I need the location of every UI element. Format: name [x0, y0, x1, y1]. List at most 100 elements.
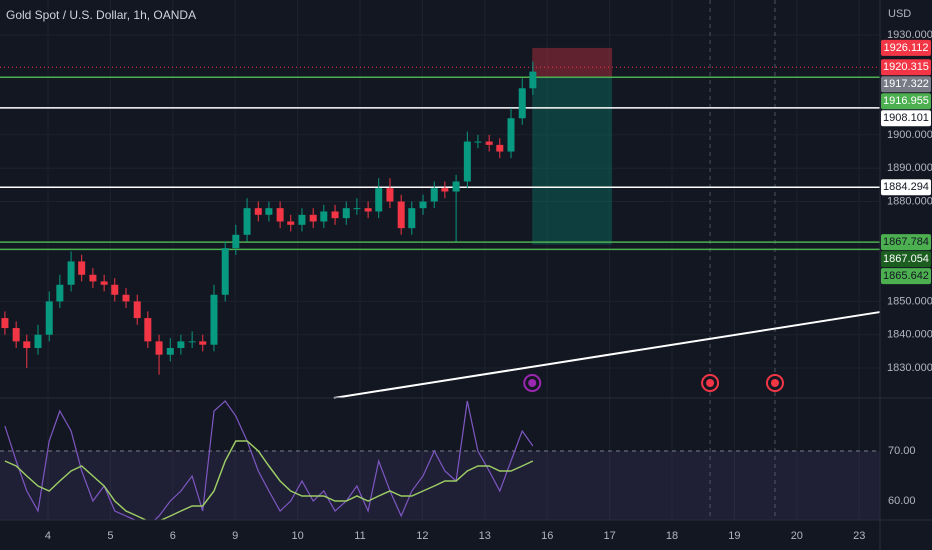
- event-icon-dot: [706, 379, 715, 387]
- x-tick-label: 16: [541, 530, 553, 542]
- y-tick-label: 1880.000: [887, 195, 932, 207]
- x-tick-label: 6: [170, 530, 176, 542]
- candle-body: [298, 214, 306, 225]
- chart-title: Gold Spot / U.S. Dollar, 1h, OANDA: [6, 8, 196, 22]
- y-tick-label: 1830.000: [887, 362, 932, 374]
- candle-body: [474, 141, 482, 143]
- candle-body: [496, 144, 504, 152]
- candle-body: [1, 318, 9, 329]
- candle-body: [122, 294, 130, 302]
- rsi-tick-label: 60.00: [888, 495, 916, 507]
- candle-body: [89, 274, 97, 282]
- candle-body: [441, 188, 449, 192]
- trendline: [333, 311, 880, 399]
- candle-body: [518, 88, 526, 119]
- x-tick-label: 20: [791, 530, 803, 542]
- candle-body: [320, 211, 328, 222]
- x-tick-label: 11: [354, 530, 365, 542]
- x-tick-label: 4: [45, 530, 51, 542]
- candle-body: [265, 208, 273, 215]
- y-tick-label: 1850.000: [887, 295, 932, 307]
- price-label-bg: [881, 76, 931, 93]
- axes: 4 5 6 9 10 11 12 13 16 17 18 19 20 23 1930.000 1900.000…: [45, 29, 932, 542]
- candle-body: [155, 341, 163, 355]
- candle-body: [243, 208, 251, 235]
- x-tick-label: 18: [666, 530, 678, 542]
- price-pane: [0, 0, 880, 520]
- candle-body: [232, 234, 240, 249]
- y-tick-label: 1840.000: [887, 329, 932, 341]
- rsi-pane: [0, 400, 880, 520]
- target-zone: [532, 77, 613, 245]
- x-tick-label: 10: [291, 530, 303, 542]
- candle-body: [342, 208, 350, 219]
- candle-body: [133, 301, 141, 319]
- candle-body: [364, 208, 372, 212]
- candle-body: [210, 294, 218, 345]
- candle-body: [100, 281, 108, 285]
- candle-body: [485, 141, 493, 145]
- y-tick-label: 1900.000: [887, 129, 932, 141]
- candle-body: [23, 341, 31, 349]
- price-label-bg: [881, 251, 931, 268]
- candle-body: [452, 181, 460, 192]
- candle-body: [276, 208, 284, 222]
- candle-body: [408, 208, 416, 229]
- x-tick-label: 23: [853, 530, 865, 542]
- price-label: 1865.642: [883, 270, 929, 282]
- price-label-bg: [881, 110, 931, 127]
- rsi-line: [4, 400, 534, 520]
- price-label-bg: [881, 93, 931, 110]
- candle-body: [56, 284, 64, 302]
- candle-body: [430, 188, 438, 202]
- price-label: 1884.294: [883, 181, 929, 193]
- price-label-bg: [881, 59, 931, 76]
- x-tick-label: 9: [232, 530, 238, 542]
- candle-body: [144, 318, 152, 342]
- candle-body: [67, 261, 75, 285]
- price-label: 1908.101: [883, 112, 929, 124]
- candle-body: [529, 71, 537, 89]
- x-tick-label: 12: [416, 530, 428, 542]
- candle-body: [45, 301, 53, 335]
- x-tick-label: 19: [728, 530, 740, 542]
- candle-body: [353, 208, 361, 210]
- price-label: 1920.315: [883, 61, 929, 73]
- stop-zone: [532, 47, 613, 78]
- candle-body: [287, 221, 295, 225]
- price-label: 1916.955: [883, 95, 929, 107]
- x-tick-label: 13: [479, 530, 491, 542]
- price-label-bg: [881, 268, 931, 285]
- event-icon-dot: [770, 379, 779, 387]
- candle-body: [375, 188, 383, 212]
- candle-body: [166, 348, 174, 355]
- event-icon-dot: [528, 379, 537, 387]
- candle-body: [331, 211, 339, 219]
- candle-body: [397, 201, 405, 229]
- price-label: 1867.784: [883, 236, 929, 248]
- x-tick-label: 17: [603, 530, 615, 542]
- candle-body: [34, 334, 42, 349]
- candle-body: [463, 141, 471, 182]
- candle-body: [254, 208, 262, 215]
- currency: USD: [888, 8, 911, 20]
- price-label-bg: [881, 179, 931, 196]
- price-label-bg: [881, 234, 931, 251]
- candle-body: [188, 341, 196, 343]
- y-tick-label: 1930.000: [887, 29, 932, 41]
- rsi-ma-line: [4, 440, 534, 520]
- candle-body: [12, 328, 20, 342]
- price-label: 1917.322: [883, 78, 929, 90]
- price-label-bg: [881, 39, 931, 56]
- candle-body: [78, 261, 86, 275]
- candle-body: [386, 188, 394, 202]
- candle-body: [221, 248, 229, 295]
- candle-body: [199, 341, 207, 345]
- candle-body: [507, 118, 515, 152]
- price-label: 1867.054: [883, 253, 929, 265]
- candle-body: [309, 214, 317, 222]
- candle-body: [111, 284, 119, 295]
- y-tick-label: 1890.000: [887, 162, 932, 174]
